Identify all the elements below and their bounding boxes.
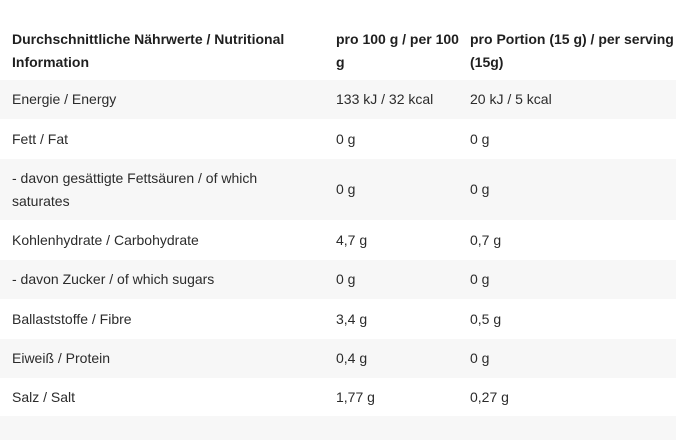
header-nutrient: Durchschnittliche Nährwerte / Nutritiona… bbox=[12, 31, 285, 70]
value-per-serving: 20 kJ / 5 kcal bbox=[470, 91, 552, 107]
value-per-serving: 0,5 g bbox=[470, 310, 502, 327]
value-per-100g: 1,77 g bbox=[336, 389, 375, 405]
nutrient-name: Eiweiß / Protein bbox=[12, 350, 111, 366]
value-per-serving: 0,7 g bbox=[470, 231, 502, 248]
table-row: Kohlenhydrate / Carbohydrate 4,7 g 0,7 g bbox=[0, 220, 676, 260]
table-row: Energie / Energy 133 kJ / 32 kcal 20 kJ … bbox=[0, 80, 676, 119]
value-per-100g: 3,4 g bbox=[336, 310, 368, 327]
table-row: Eiweiß / Protein 0,4 g 0 g bbox=[0, 339, 676, 378]
value-per-100g: 0 g bbox=[336, 130, 356, 147]
value-per-serving: 0 g bbox=[470, 350, 490, 366]
nutrient-name: Kohlenhydrate / Carbohydrate bbox=[12, 231, 199, 248]
value-per-100g: 0 g bbox=[336, 271, 356, 287]
nutrient-name: Energie / Energy bbox=[12, 91, 117, 107]
table-row: Fett / Fat 0 g 0 g bbox=[0, 119, 676, 159]
nutrition-table: Durchschnittliche Nährwerte / Nutritiona… bbox=[0, 18, 676, 417]
table-row: - davon gesättigte Fettsäuren / of which… bbox=[0, 159, 676, 220]
value-per-serving: 0 g bbox=[470, 181, 490, 197]
nutrient-name: Salz / Salt bbox=[12, 389, 76, 405]
nutrient-name: - davon gesättigte Fettsäuren / of which… bbox=[12, 169, 258, 209]
header-per-serving: pro Portion (15 g) / per serving (15g) bbox=[470, 31, 674, 70]
nutrient-name: - davon Zucker / of which sugars bbox=[12, 271, 215, 287]
table-row: - davon Zucker / of which sugars 0 g 0 g bbox=[0, 260, 676, 299]
nutrient-name: Fett / Fat bbox=[12, 130, 69, 147]
value-per-serving: 0,27 g bbox=[470, 389, 509, 405]
nutrient-name: Ballaststoffe / Fibre bbox=[12, 310, 132, 327]
table-bottom-stripe bbox=[0, 416, 676, 440]
table-row: Salz / Salt 1,77 g 0,27 g bbox=[0, 378, 676, 417]
value-per-100g: 0 g bbox=[336, 181, 356, 197]
value-per-serving: 0 g bbox=[470, 130, 490, 147]
value-per-100g: 133 kJ / 32 kcal bbox=[336, 91, 434, 107]
table-row: Ballaststoffe / Fibre 3,4 g 0,5 g bbox=[0, 299, 676, 339]
table-header-row: Durchschnittliche Nährwerte / Nutritiona… bbox=[0, 18, 676, 80]
value-per-100g: 4,7 g bbox=[336, 231, 368, 248]
value-per-100g: 0,4 g bbox=[336, 350, 368, 366]
header-per-100g: pro 100 g / per 100 g bbox=[336, 31, 459, 70]
value-per-serving: 0 g bbox=[470, 271, 490, 287]
